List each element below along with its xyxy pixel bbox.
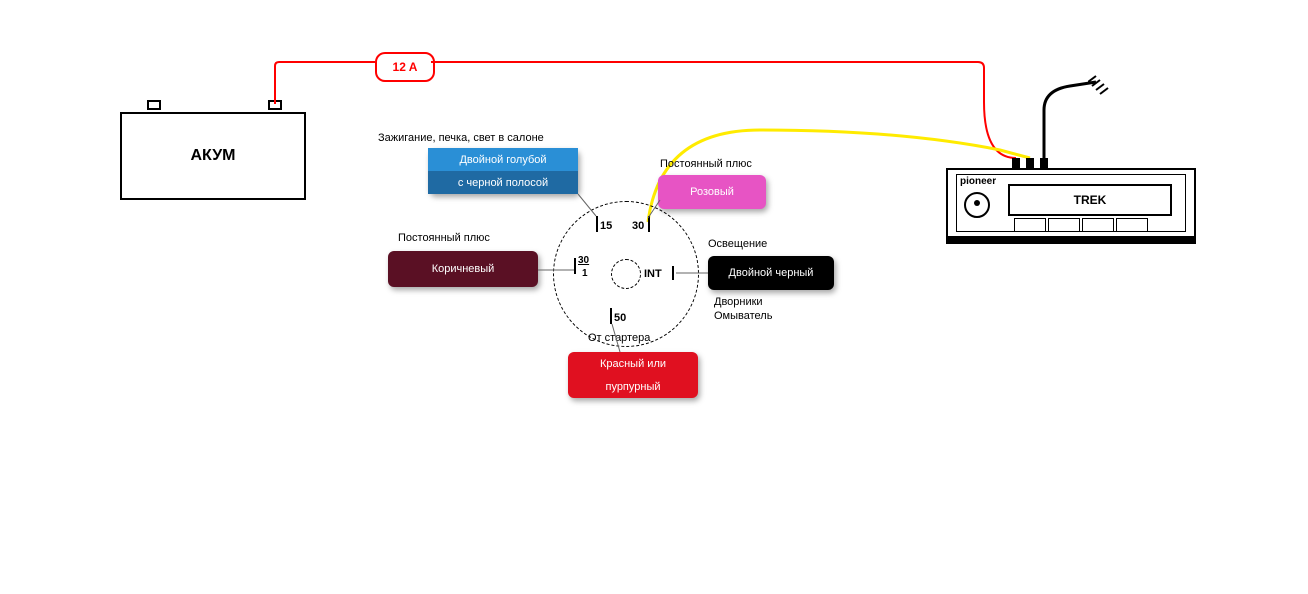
stereo-port-3	[1040, 158, 1048, 168]
fuse-label: 12 A	[393, 60, 418, 74]
label-pink: Розовый	[658, 175, 766, 209]
label-red-top: Красный или	[568, 352, 698, 375]
label-brown-text: Коричневый	[432, 263, 495, 275]
label-red: Красный или пурпурный	[568, 352, 698, 398]
caption-const-plus-left: Постоянный плюс	[398, 232, 490, 244]
tick-int-line	[672, 266, 674, 280]
label-blue-top: Двойной голубой	[428, 148, 578, 171]
label-blue: Двойной голубой с черной полосой	[428, 148, 578, 194]
caption-washer: Омыватель	[714, 310, 772, 322]
battery-terminal-left	[147, 100, 161, 110]
fuse-box: 12 A	[375, 52, 435, 82]
battery-box: АКУМ	[120, 112, 306, 200]
diagram-stage: { "canvas":{"w":1308,"h":594,"bg":"#ffff…	[0, 0, 1308, 594]
stereo-brand: pioneer	[960, 176, 996, 187]
pin-30: 30	[632, 220, 644, 232]
pin-30-1: 30	[578, 256, 589, 266]
caption-starter: От стартера	[588, 332, 650, 344]
stereo-port-2	[1026, 158, 1034, 168]
stereo-knob	[964, 192, 990, 218]
battery-terminal-right	[268, 100, 282, 110]
caption-wipers: Дворники	[714, 296, 763, 308]
stereo-button-4	[1116, 218, 1148, 232]
ignition-switch-center	[611, 259, 641, 289]
label-brown: Коричневый	[388, 251, 538, 287]
stereo-screen-text: TREK	[1074, 193, 1107, 207]
pin-int: INT	[644, 268, 662, 280]
label-black: Двойной черный	[708, 256, 834, 290]
tick-30	[648, 216, 650, 232]
stereo-button-3	[1082, 218, 1114, 232]
tick-50	[610, 308, 612, 324]
stereo-screen: TREK	[1008, 184, 1172, 216]
stereo-port-1	[1012, 158, 1020, 168]
tick-15	[596, 216, 598, 232]
label-black-text: Двойной черный	[729, 267, 814, 279]
stereo-stand	[946, 238, 1196, 244]
pin-50: 50	[614, 312, 626, 324]
label-blue-bottom: с черной полосой	[428, 171, 578, 194]
pin-30-1b: 1	[582, 268, 588, 279]
battery-label: АКУМ	[191, 147, 236, 165]
ground-icon	[1088, 68, 1118, 98]
caption-const-plus-top: Постоянный плюс	[660, 158, 752, 170]
stereo-button-1	[1014, 218, 1046, 232]
caption-lighting: Освещение	[708, 238, 767, 250]
tick-30-1	[574, 258, 576, 274]
pin-15: 15	[600, 220, 612, 232]
label-red-bottom: пурпурный	[568, 375, 698, 398]
caption-ignition: Зажигание, печка, свет в салоне	[378, 132, 544, 144]
label-pink-text: Розовый	[690, 186, 734, 198]
stereo-button-2	[1048, 218, 1080, 232]
